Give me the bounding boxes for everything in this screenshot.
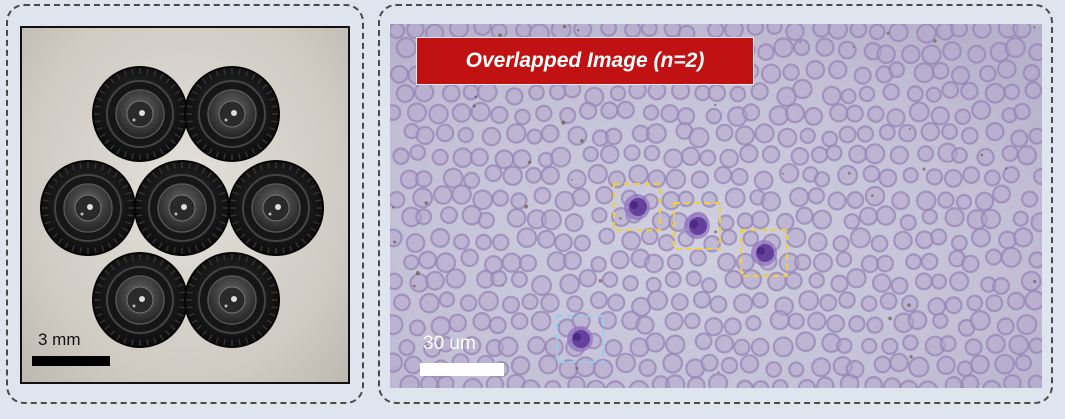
lens-unit — [40, 160, 136, 256]
lens-unit — [184, 252, 280, 348]
lens-array-graphic — [40, 66, 324, 348]
micro-scale-bar — [420, 363, 504, 376]
scale-bar — [32, 356, 110, 366]
image-title-badge: Overlapped Image (n=2) — [416, 37, 754, 85]
detection-box — [556, 315, 604, 363]
detection-box — [740, 229, 788, 277]
microscope-panel: Overlapped Image (n=2) 30 um — [378, 4, 1053, 404]
white-blood-cell — [567, 326, 593, 352]
white-blood-cell — [684, 213, 710, 239]
scale-label: 3 mm — [38, 330, 81, 349]
lens-array-panel: 3 mm — [6, 4, 364, 404]
blood-smear-graphic — [390, 24, 1042, 388]
lens-array-photo: 3 mm — [20, 26, 350, 384]
micro-scale-label: 30 um — [423, 333, 476, 354]
microscope-image: Overlapped Image (n=2) 30 um — [390, 24, 1042, 388]
lens-unit — [228, 160, 324, 256]
white-blood-cell — [624, 194, 650, 220]
lens-unit — [184, 66, 280, 162]
detection-box — [613, 183, 661, 231]
lens-unit — [134, 160, 230, 256]
white-blood-cell — [751, 240, 777, 266]
lens-unit — [92, 66, 188, 162]
lens-unit — [92, 252, 188, 348]
detection-box — [673, 202, 721, 250]
